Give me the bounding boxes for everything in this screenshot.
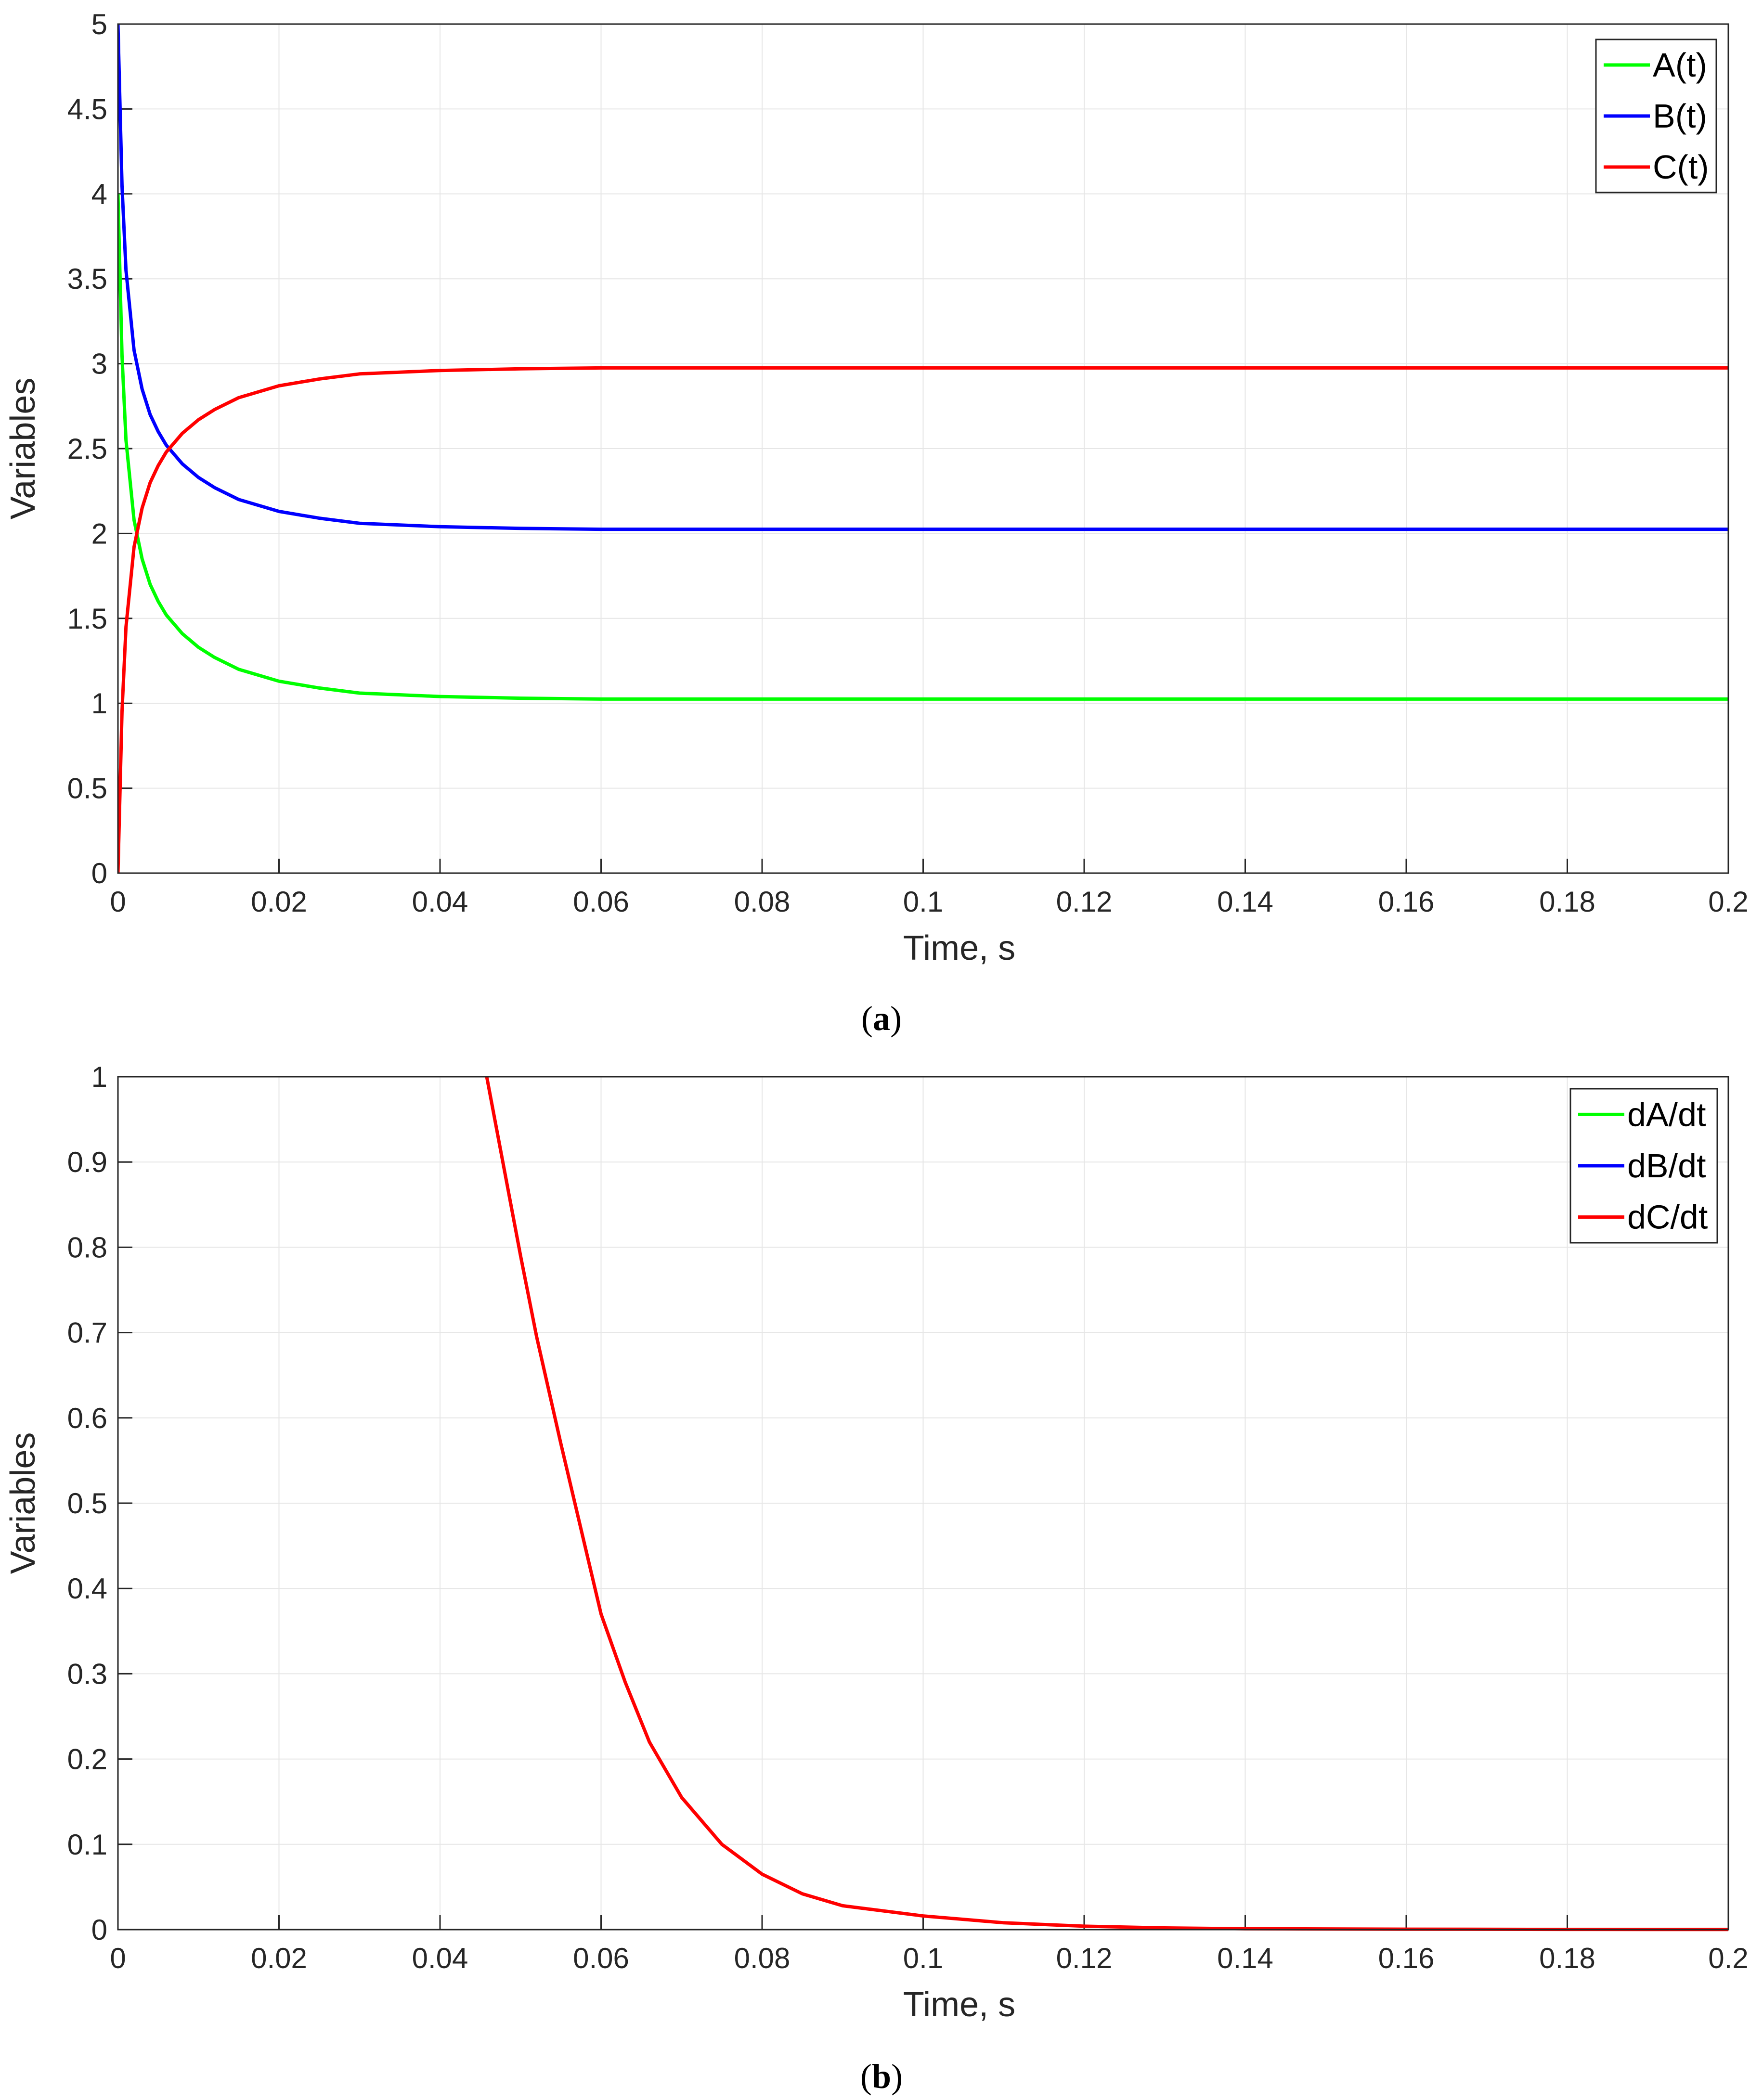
- x-tick-label: 0.12: [1056, 886, 1113, 918]
- y-tick-label: 0.6: [67, 1402, 107, 1434]
- y-axis-label: Variables: [4, 378, 42, 520]
- x-tick-label: 0.04: [412, 1942, 468, 1974]
- y-tick-label: 0.5: [67, 773, 107, 805]
- x-tick-label: 0.18: [1539, 886, 1595, 918]
- x-tick-label: 0.06: [573, 886, 629, 918]
- x-tick-label: 0.1: [903, 1942, 943, 1974]
- y-tick-label: 0.8: [67, 1231, 107, 1263]
- x-tick-label: 0.08: [734, 886, 791, 918]
- x-tick-label: 0.2: [1708, 886, 1748, 918]
- x-tick-label: 0.2: [1708, 1942, 1748, 1974]
- panel-caption: (a): [861, 999, 902, 1038]
- y-axis-label: Variables: [4, 1432, 42, 1574]
- legend-label: C(t): [1653, 148, 1709, 186]
- y-tick-label: 1: [91, 1061, 107, 1093]
- panel-caption: (b): [860, 2057, 903, 2096]
- y-tick-label: 2: [91, 517, 107, 550]
- series-line-b-t-: [118, 24, 1728, 531]
- y-tick-label: 3: [91, 348, 107, 380]
- y-tick-label: 4: [91, 178, 107, 210]
- x-tick-label: 0: [110, 1942, 126, 1974]
- legend: dA/dt dB/dt dC/dt: [1569, 1088, 1718, 1244]
- series-line-a-t-: [118, 193, 1728, 701]
- x-tick-label: 0.04: [412, 886, 468, 918]
- chart-panel-a: 0 0.02 0.04 0.06 0.08 0.1 0.12 0.14 0.16 0.18 0.2 0…: [4, 8, 1749, 1038]
- x-tick-label: 0.08: [734, 1942, 791, 1974]
- axes-frame: [117, 1076, 1729, 1931]
- y-tick-label: 0.4: [67, 1572, 107, 1605]
- chart-panel-b: 0 0.02 0.04 0.06 0.08 0.1 0.12 0.14 0.16 0.18 0.2 0…: [4, 1061, 1749, 2096]
- x-tick-label: 0.06: [573, 1942, 629, 1974]
- legend-label: B(t): [1653, 97, 1707, 135]
- y-tick-label: 1: [91, 687, 107, 720]
- y-tick-label: 0.5: [67, 1487, 107, 1520]
- series-line-dc-dt: [485, 1076, 1728, 1932]
- x-tick-label: 0.14: [1217, 1942, 1273, 1974]
- x-axis-label: Time, s: [903, 929, 1015, 967]
- y-tick-label: 1.5: [67, 603, 107, 635]
- y-tick-label: 4.5: [67, 93, 107, 125]
- legend-label: A(t): [1653, 46, 1707, 84]
- x-tick-label: 0.18: [1539, 1942, 1595, 1974]
- y-tick-label: 0: [91, 857, 107, 889]
- x-tick-label: 0.02: [251, 1942, 307, 1974]
- legend: A(t) B(t) C(t): [1595, 39, 1717, 193]
- series-line-c-t-: [118, 366, 1728, 874]
- x-tick-label: 0.1: [903, 886, 943, 918]
- y-tick-label: 0: [91, 1914, 107, 1946]
- y-tick-label: 5: [91, 8, 107, 40]
- legend-label: dC/dt: [1627, 1198, 1708, 1236]
- y-tick-label: 3.5: [67, 263, 107, 295]
- x-tick-label: 0.16: [1378, 886, 1435, 918]
- axes-frame: [117, 23, 1729, 874]
- x-tick-label: 0: [110, 886, 126, 918]
- y-tick-label: 0.2: [67, 1743, 107, 1776]
- x-tick-label: 0.16: [1378, 1942, 1435, 1974]
- legend-label: dA/dt: [1627, 1095, 1706, 1133]
- y-tick-label: 0.3: [67, 1658, 107, 1690]
- legend-label: dB/dt: [1627, 1147, 1706, 1185]
- x-axis-label: Time, s: [903, 1985, 1015, 2024]
- y-tick-label: 0.1: [67, 1829, 107, 1861]
- y-tick-label: 2.5: [67, 433, 107, 465]
- y-tick-label: 0.7: [67, 1317, 107, 1349]
- y-tick-label: 0.9: [67, 1146, 107, 1178]
- x-tick-label: 0.12: [1056, 1942, 1113, 1974]
- x-tick-label: 0.02: [251, 886, 307, 918]
- x-tick-label: 0.14: [1217, 886, 1273, 918]
